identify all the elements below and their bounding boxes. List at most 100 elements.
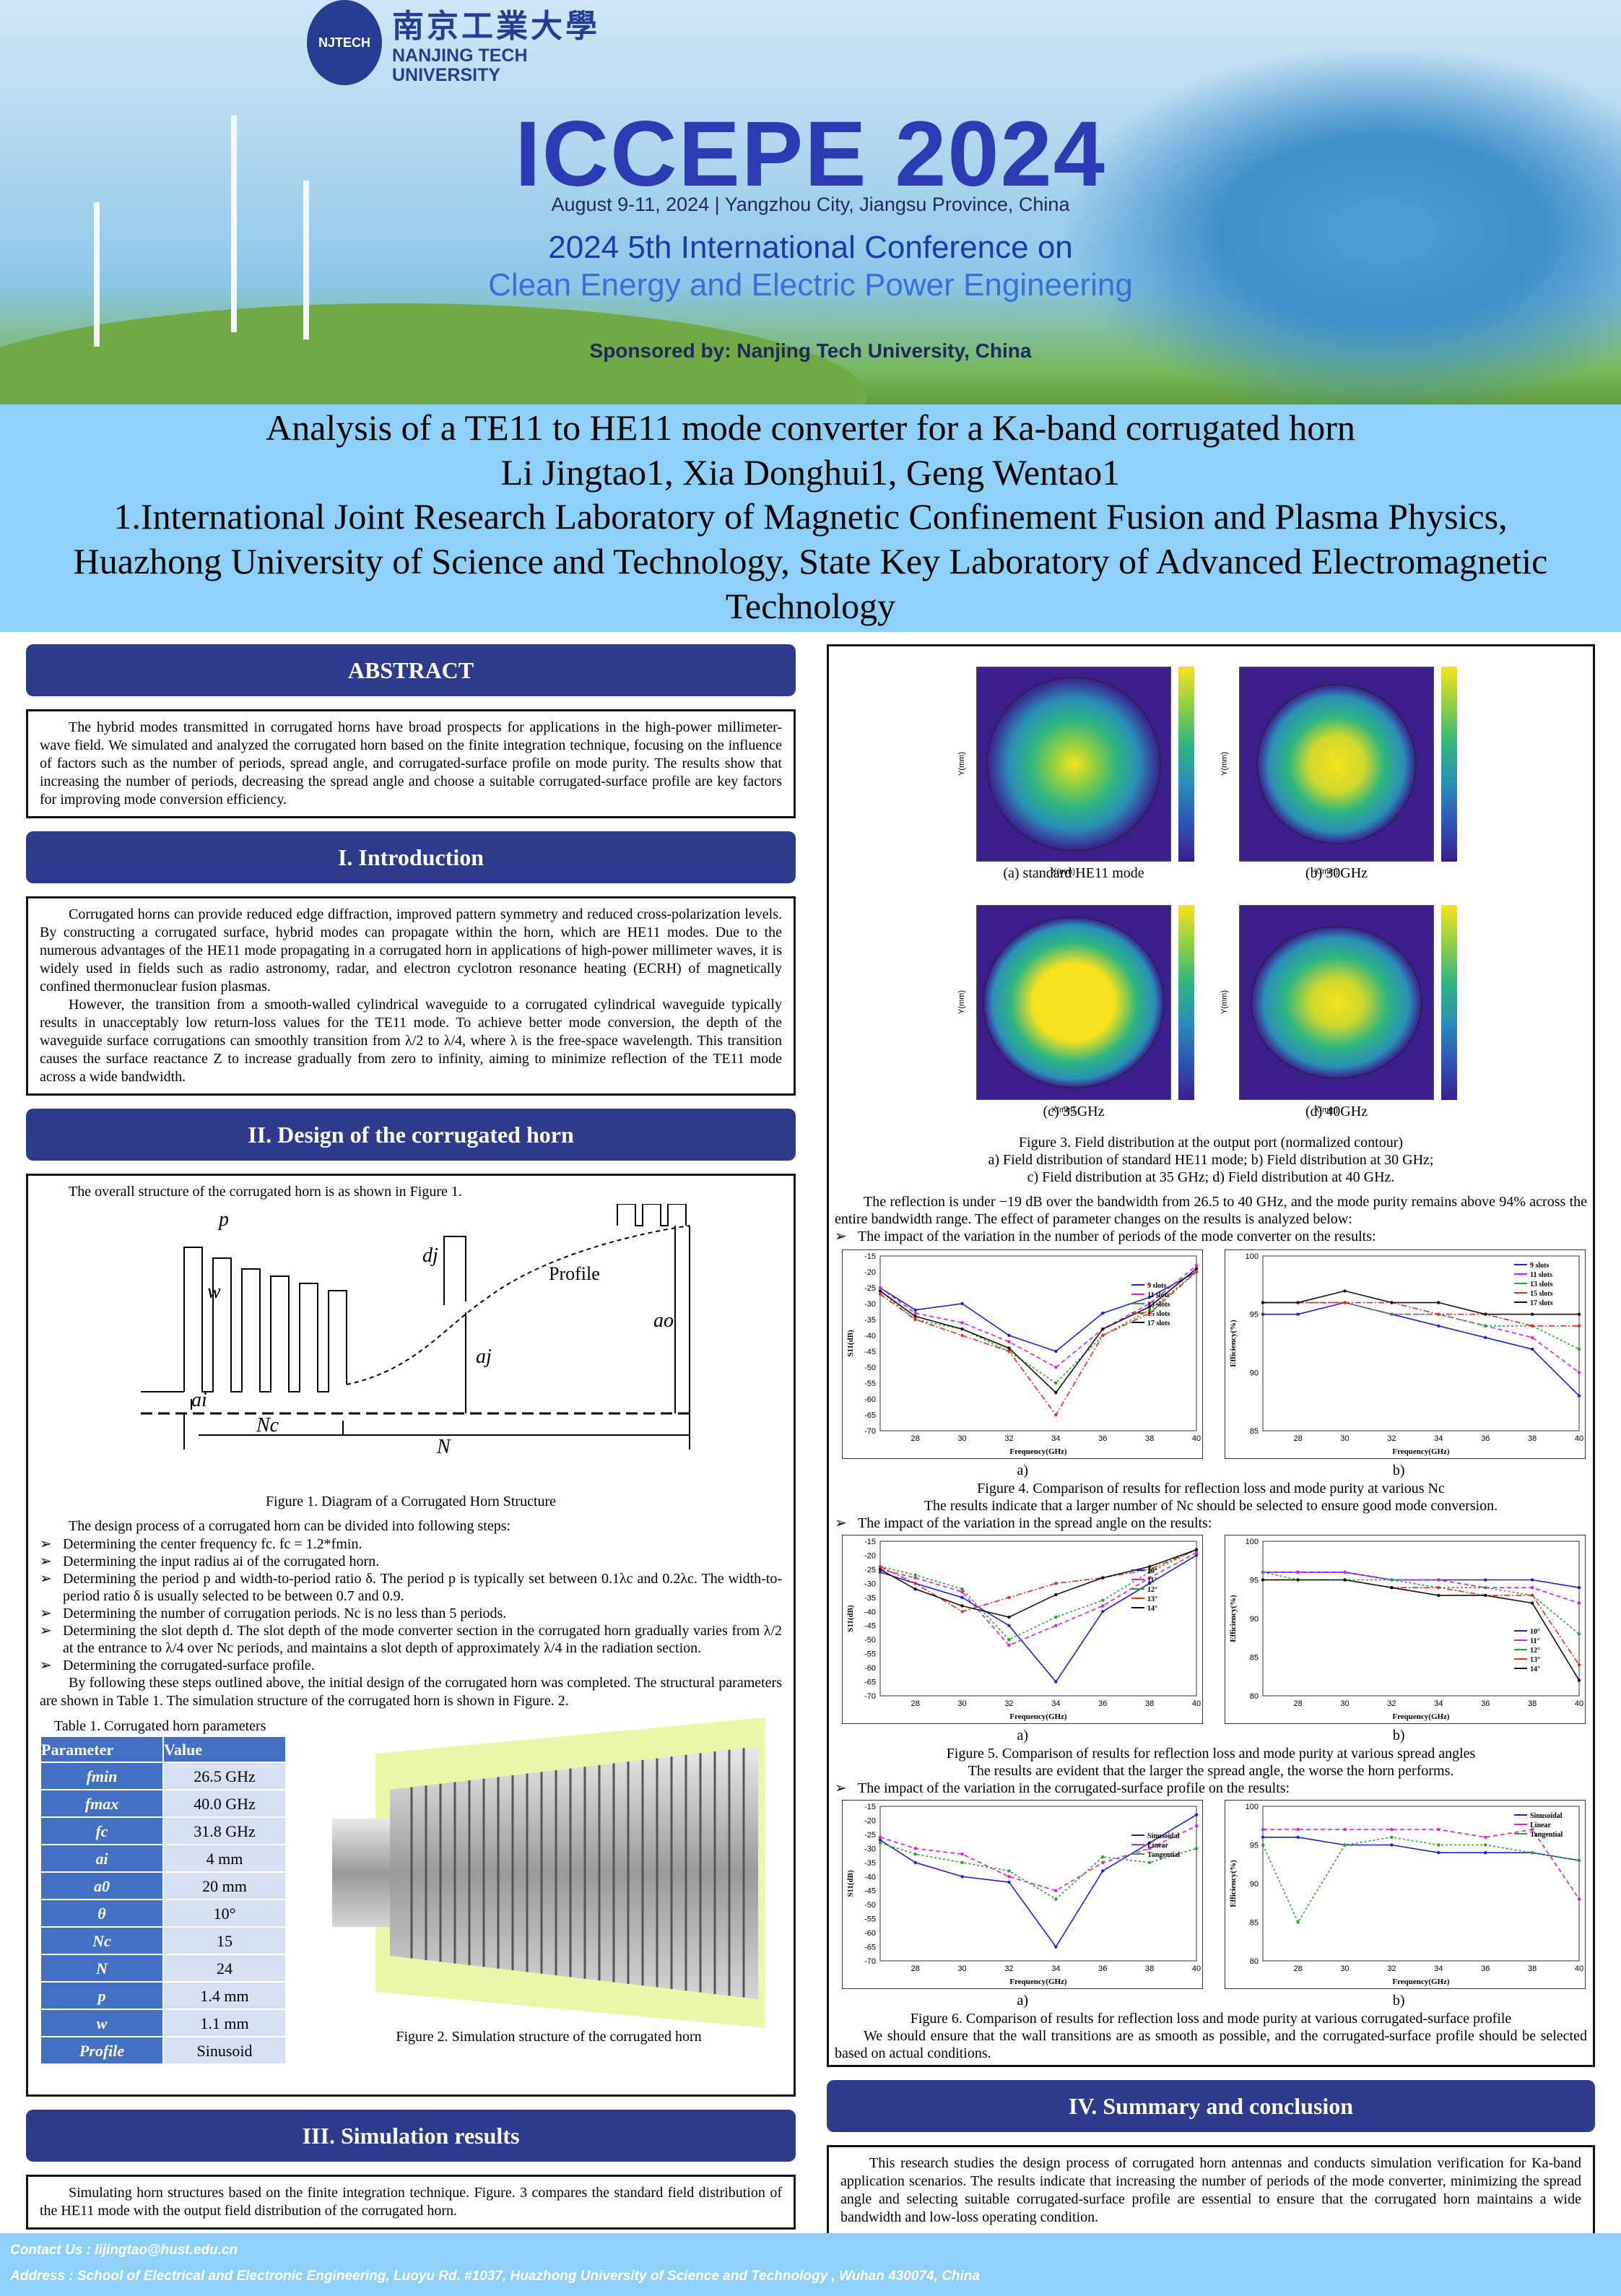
legend-entry: 12° [1530,1647,1540,1655]
data-point [1296,1920,1300,1924]
data-point [1147,1308,1152,1312]
y-tick-label: 85 [1250,1654,1259,1663]
x-axis-label: Frequency(GHz) [1009,1712,1067,1721]
data-point [1343,1843,1347,1847]
fig4-sublabel-b: b) [1392,1463,1405,1478]
data-point [1577,1897,1581,1901]
y-tick-label: -55 [864,1650,876,1659]
data-point [1147,1305,1152,1309]
y-tick-label: 80 [1250,1692,1259,1701]
y-tick-label: 85 [1250,1919,1259,1928]
conference-banner: NJTECH 南京工業大學 NANJING TECH UNIVERSITY IC… [0,0,1621,404]
data-point [1577,1601,1581,1605]
table-value: 26.5 GHz [162,1762,287,1790]
simulation-heading: III. Simulation results [26,2110,796,2162]
fig5-sublabel-a: a) [1017,1728,1028,1743]
fig3-sublabel-a: (a) standard HE11 mode [1003,865,1144,881]
data-point [1007,1643,1011,1647]
series-line [1262,1836,1580,1924]
fig1-label-w: w [207,1281,221,1303]
simulation-box: Simulating horn structures based on the … [26,2175,796,2230]
contact-email[interactable]: Contact Us : lijingtao@hust.edu.cn [10,2243,238,2258]
introduction-paragraph-1: Corrugated horns can provide reduced edg… [40,906,782,995]
y-tick-label: -50 [864,1364,876,1372]
data-point [1296,1578,1300,1582]
data-point [878,1289,882,1293]
x-axis-label: Frequency(GHz) [1392,1712,1450,1721]
data-point [1147,1847,1152,1850]
y-tick-label: -25 [864,1566,876,1574]
figure-1-diagram: p w dj Profile aj ao ai Nc N [141,1204,690,1458]
data-point [878,1286,882,1290]
data-point [913,1587,917,1591]
x-tick-label: 30 [957,1964,966,1973]
data-point [1054,1582,1058,1585]
y-tick-label: -15 [864,1803,876,1811]
data-point [1054,1391,1058,1395]
fig3-ylabel: Y(mm) [1220,990,1229,1014]
x-tick-label: 30 [1340,1434,1349,1443]
x-axis-label: Frequency(GHz) [1009,1977,1067,1986]
data-point [1390,1578,1394,1582]
data-point [1007,1615,1011,1619]
x-tick-label: 40 [1192,1699,1201,1708]
data-point [1577,1347,1581,1351]
data-point [1577,1858,1581,1863]
data-point [913,1860,917,1865]
design-step: Determining the period p and width-to-pe… [40,1570,782,1605]
fig1-label-p: p [217,1208,229,1231]
data-point [1194,1847,1199,1850]
design-intro: The overall structure of the corrugated … [69,1184,462,1200]
fig1-label-profile: Profile [549,1263,600,1284]
data-point [1261,1301,1265,1304]
results-box: (a) standard HE11 mode (b) 30GHz (c) 35G… [827,644,1595,2067]
x-tick-label: 40 [1575,1699,1583,1708]
data-point [1007,1595,1011,1600]
data-point [1194,1264,1199,1268]
data-point [1484,1851,1487,1855]
fig3-ylabel: Y(mm) [957,752,966,776]
x-tick-label: 28 [911,1434,920,1443]
y-tick-label: -70 [864,1692,876,1701]
colorbar [1178,667,1194,862]
x-tick-label: 36 [1481,1699,1490,1708]
legend-entry: Linear [1147,1842,1168,1850]
data-point [1437,1312,1440,1316]
colorbar [1441,667,1457,862]
data-point [878,1567,882,1572]
table-param: N [40,1954,164,1983]
data-point [878,1564,882,1569]
fig3-xlabel: X(mm) [1051,1106,1075,1114]
data-point [1343,1289,1347,1293]
table-param: w [40,2009,164,2037]
footer: Contact Us : lijingtao@hust.edu.cn Addre… [0,2233,1621,2296]
legend-entry: Sinusoidal [1530,1812,1563,1820]
data-point [1530,1593,1534,1598]
data-point [1147,1312,1152,1315]
data-point [1296,1835,1300,1839]
fig3-sublabel-c: (c) 35GHz [1043,1104,1105,1119]
data-point [1054,1624,1058,1627]
data-point [1147,1576,1152,1580]
data-point [1530,1324,1534,1327]
data-point [913,1576,917,1580]
paper-authors: Li Jingtao1, Xia Donghui1, Geng Wentao1 [500,452,1121,493]
data-point [1007,1624,1011,1627]
data-point [960,1860,964,1865]
data-point [1054,1680,1058,1684]
wind-turbine-icon [303,181,309,339]
legend-entry: 12° [1147,1586,1157,1594]
data-point [1101,1327,1105,1331]
fig1-label-ai: ai [191,1389,207,1411]
data-point [1437,1851,1440,1855]
table-value: Sinusoid [162,2036,287,2065]
paper-title: Analysis of a TE11 to HE11 mode converte… [266,407,1355,448]
data-point [1101,1610,1105,1613]
figure-6-plots: 28 30 32 34 36 38 40 -70 -65 -60 -55 -50 -45 -40 -35 -3… [835,1797,1587,1992]
data-point [1343,1301,1347,1304]
x-tick-label: 32 [1004,1964,1013,1973]
table-value: 4 mm [162,1844,287,1873]
fig6-sublabel-b: b) [1392,1993,1405,2009]
data-point [913,1582,917,1585]
legend-entry: 13 slots [1147,1301,1170,1309]
